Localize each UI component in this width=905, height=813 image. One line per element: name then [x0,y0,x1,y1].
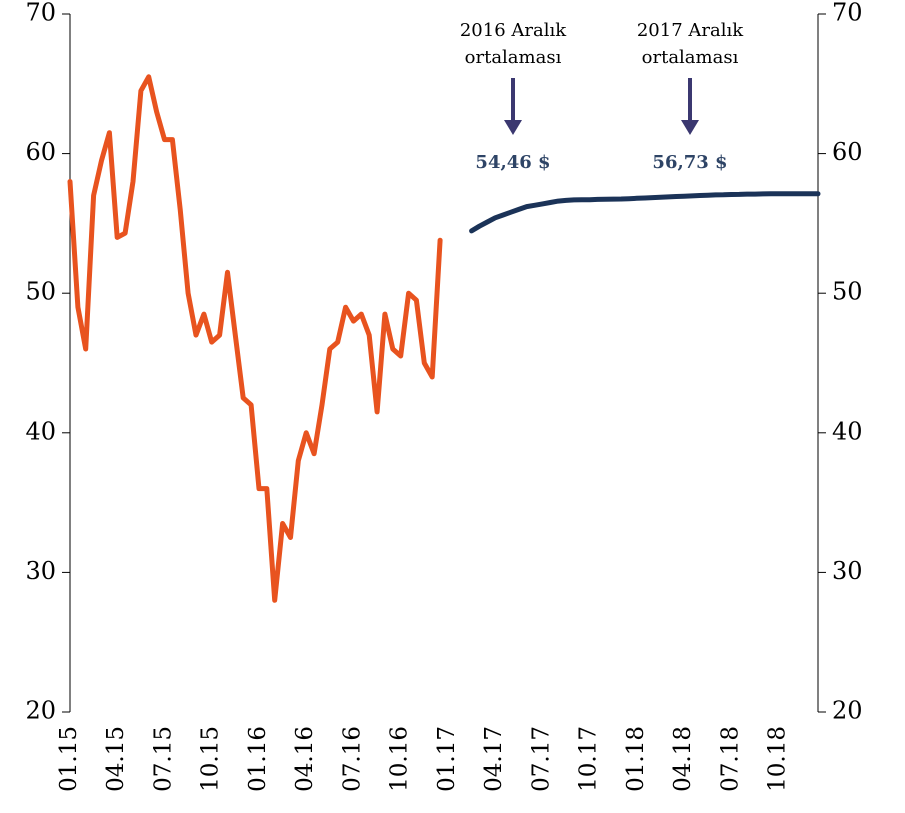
x-tick-label: 01.16 [245,726,271,792]
x-tick-label: 01.17 [434,726,460,792]
x-tick-label: 10.16 [387,726,413,792]
y-tick-label: 60 [25,138,56,166]
annotation-value: 56,73 $ [652,152,727,173]
x-tick-label: 07.17 [528,726,554,792]
x-tick-label: 04.18 [670,726,696,792]
x-tick-label: 01.18 [623,726,649,792]
arrow-head [504,120,522,135]
y-tick-label: 20 [25,697,56,725]
y2-tick-label: 70 [832,0,863,27]
y-tick-label: 30 [25,557,56,585]
annotation-text: ortalaması [465,47,562,68]
y2-tick-label: 50 [832,278,863,306]
x-tick-label: 07.15 [150,726,176,792]
x-tick-label: 04.15 [103,726,129,792]
x-tick-label: 04.16 [292,726,318,792]
x-tick-label: 01.15 [56,726,82,792]
x-tick-label: 10.15 [198,726,224,792]
annotation-text: ortalaması [642,47,739,68]
line-series [469,191,821,234]
y2-tick-label: 60 [832,138,863,166]
x-tick-label: 10.18 [765,726,791,792]
x-tick-label: 10.17 [576,726,602,792]
x-tick-label: 07.18 [717,726,743,792]
y-tick-label: 50 [25,278,56,306]
y2-tick-label: 20 [832,697,863,725]
annotation-text: 2017 Aralık [637,20,744,41]
y-tick-label: 70 [25,0,56,27]
y2-tick-label: 30 [832,557,863,585]
annotation-value: 54,46 $ [475,152,550,173]
annotation-text: 2016 Aralık [460,20,567,41]
y2-tick-label: 40 [832,417,863,445]
x-tick-label: 04.17 [481,726,507,792]
x-tick-label: 07.16 [339,726,365,792]
y-tick-label: 40 [25,417,56,445]
line-series [67,74,443,603]
arrow-head [681,120,699,135]
